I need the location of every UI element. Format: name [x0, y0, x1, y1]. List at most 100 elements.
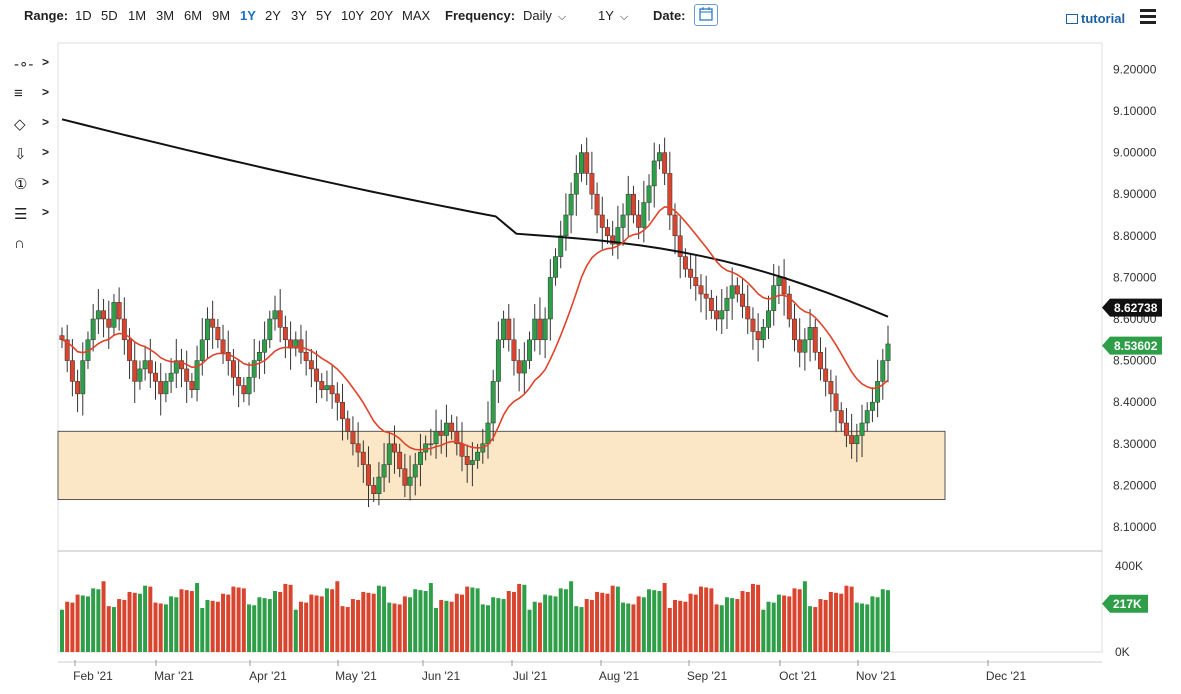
candle-body	[142, 360, 148, 370]
volume-bar	[335, 581, 340, 652]
volume-bar	[356, 599, 361, 652]
volume-bar	[584, 599, 589, 652]
range-3y[interactable]: 3Y	[291, 8, 307, 23]
volume-bar	[865, 604, 870, 652]
range-5y[interactable]: 5Y	[316, 8, 332, 23]
volume-bar	[195, 583, 200, 652]
candle-body	[423, 443, 429, 453]
vol-tick-label: 0K	[1115, 645, 1130, 659]
volume-bar	[460, 594, 465, 652]
candle-body	[843, 422, 849, 436]
candle-body	[605, 227, 610, 237]
candle-body	[256, 352, 262, 361]
tool-shape[interactable]: ◇ >	[14, 115, 54, 137]
x-tick-label: Apr '21	[249, 669, 287, 683]
tool-marker[interactable]: ① >	[14, 175, 54, 197]
chevron-right-icon: >	[42, 55, 50, 69]
candle-body	[719, 310, 725, 320]
candle-body	[402, 468, 408, 486]
candle-body	[693, 277, 699, 286]
candle-body	[95, 310, 101, 320]
volume-bar	[449, 601, 454, 652]
candle-body	[766, 310, 771, 328]
tool-text[interactable]: ≡ >	[14, 85, 54, 107]
candle-body	[308, 360, 314, 370]
volume-bar	[756, 584, 761, 652]
candle-body	[589, 173, 595, 195]
candle-body	[740, 293, 745, 307]
volume-bar	[579, 607, 584, 652]
range-max[interactable]: MAX	[402, 8, 431, 23]
volume-bar	[621, 602, 626, 652]
volume-bar	[548, 595, 553, 652]
volume-bar	[366, 592, 371, 652]
last-volume-label: 217K	[1113, 597, 1142, 611]
candle-body	[173, 360, 179, 374]
volume-bar	[428, 583, 433, 652]
range-3m[interactable]: 3M	[156, 8, 175, 23]
volume-bar	[163, 604, 168, 652]
frequency-select[interactable]: Daily ⌵	[523, 8, 566, 24]
volume-bar	[252, 605, 257, 652]
date-label: Date:	[653, 8, 686, 23]
x-tick-label: Nov '21	[856, 669, 897, 683]
range-6m[interactable]: 6M	[184, 8, 203, 23]
range-5d[interactable]: 5D	[101, 8, 118, 23]
candle-body	[573, 173, 579, 195]
candle-body	[516, 360, 522, 374]
tool-crosshair[interactable]: -∘- >	[14, 55, 54, 77]
candle-body	[418, 451, 423, 465]
volume-bar	[714, 604, 719, 652]
candle-body	[485, 422, 491, 445]
volume-bar	[875, 597, 880, 652]
candle-body	[236, 376, 242, 386]
volume-bar	[828, 591, 833, 652]
candle-body	[646, 185, 652, 203]
candle-body	[246, 376, 252, 395]
range-9m[interactable]: 9M	[212, 8, 231, 23]
candle-body	[610, 235, 616, 245]
volume-bar	[595, 591, 600, 652]
calendar-button[interactable]	[694, 4, 718, 26]
hamburger-menu-icon[interactable]	[1140, 9, 1156, 27]
tutorial-link[interactable]: tutorial	[1066, 11, 1125, 26]
chevron-right-icon: >	[42, 115, 50, 129]
volume-bar	[179, 589, 184, 652]
candle-body	[241, 385, 247, 395]
candle-body	[553, 256, 558, 278]
volume-bar	[652, 590, 657, 652]
range-1y[interactable]: 1Y	[240, 8, 256, 23]
period-select[interactable]: 1Y ⌵	[598, 8, 628, 24]
volume-bar	[247, 604, 252, 652]
volume-bar	[153, 602, 158, 652]
volume-bar	[569, 581, 574, 652]
candle-body	[371, 485, 377, 494]
y-tick-label: 9.10000	[1113, 104, 1157, 118]
range-10y[interactable]: 10Y	[341, 8, 365, 23]
candle-body	[225, 352, 231, 361]
volume-bar	[257, 597, 262, 652]
range-20y[interactable]: 20Y	[370, 8, 394, 23]
volume-bar	[143, 585, 148, 652]
volume-bar	[345, 607, 350, 652]
tool-fib[interactable]: ☰ >	[14, 205, 54, 227]
frequency-label: Frequency:	[445, 8, 516, 23]
volume-bar	[678, 600, 683, 652]
candle-body	[267, 318, 273, 341]
candle-body	[563, 214, 569, 237]
volume-bar	[787, 596, 792, 652]
candle-body	[750, 318, 756, 332]
candle-body	[729, 285, 735, 299]
volume-bar	[272, 591, 277, 652]
candle-body	[662, 152, 668, 174]
range-2y[interactable]: 2Y	[265, 8, 281, 23]
period-value: 1Y	[598, 8, 614, 23]
tool-magnet[interactable]: ∩	[14, 235, 54, 257]
tool-arrow[interactable]: ⇩ >	[14, 145, 54, 167]
range-1m[interactable]: 1M	[128, 8, 147, 23]
volume-bar	[485, 605, 490, 652]
y-tick-label: 8.70000	[1113, 270, 1157, 284]
volume-bar	[309, 594, 314, 652]
range-1d[interactable]: 1D	[75, 8, 92, 23]
